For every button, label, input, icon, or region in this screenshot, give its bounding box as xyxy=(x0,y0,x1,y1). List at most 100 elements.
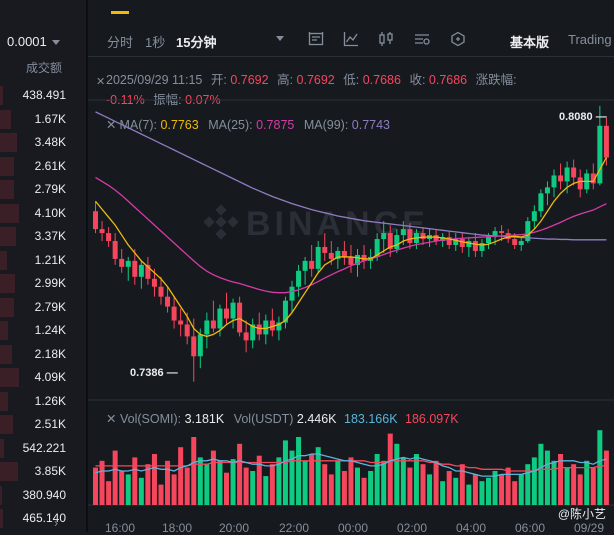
order-book-row[interactable]: 2.79K xyxy=(0,296,86,319)
candle-body xyxy=(322,246,328,253)
time-tick-label: 18:00 xyxy=(162,521,193,535)
candle-body xyxy=(597,125,603,184)
volume-bar xyxy=(538,443,544,505)
depth-precision-select[interactable]: 0.0001 xyxy=(7,34,60,49)
candle-body xyxy=(210,320,216,329)
order-book-row[interactable]: 2.51K xyxy=(0,413,86,436)
order-book-row[interactable]: 2.61K xyxy=(0,155,86,178)
volume-bar xyxy=(525,464,531,505)
candle-body xyxy=(571,167,577,178)
indicator-icon[interactable] xyxy=(308,31,324,47)
candle-body xyxy=(446,237,452,245)
volume-bar xyxy=(289,450,295,505)
volume-bar xyxy=(151,454,157,505)
chart-toolbar: 分时 1秒 15分钟 基本版 Trading xyxy=(88,24,614,54)
volume-column-header: 成交额 xyxy=(26,61,63,75)
volume-bar xyxy=(106,481,112,505)
candle-body xyxy=(125,260,131,267)
order-book-row[interactable]: 1.67K xyxy=(0,108,86,131)
volume-bar xyxy=(584,460,590,505)
volume-bar xyxy=(394,443,400,505)
candle-body xyxy=(512,239,518,245)
order-book-row[interactable]: 438.491 xyxy=(0,84,86,107)
volume-bar xyxy=(453,477,459,505)
view-tradingview[interactable]: Trading xyxy=(568,32,612,47)
depth-bar xyxy=(0,509,3,528)
volume-bar xyxy=(178,447,184,505)
depth-bar xyxy=(0,86,3,105)
candle-body xyxy=(112,241,118,259)
volume-bar xyxy=(603,450,609,505)
order-book-row[interactable]: 4.09K xyxy=(0,366,86,389)
binance-logo-icon xyxy=(203,204,239,240)
line-chart-icon[interactable] xyxy=(343,31,359,47)
candle-body xyxy=(191,336,197,357)
volume-bar xyxy=(558,454,564,505)
order-book-row[interactable]: 3.37K xyxy=(0,225,86,248)
volume-bar xyxy=(132,457,138,505)
view-basic[interactable]: 基本版 xyxy=(510,35,550,50)
order-book-row[interactable]: 1.26K xyxy=(0,390,86,413)
time-tick-label: 20:00 xyxy=(219,521,250,535)
volume-bar xyxy=(171,474,177,505)
candle-body xyxy=(525,221,531,242)
candle-body xyxy=(531,211,537,222)
volume-bar xyxy=(243,467,249,505)
low-label: 低: xyxy=(343,73,360,87)
low-value: 0.7686 xyxy=(362,73,401,87)
order-book-row[interactable]: 3.85K xyxy=(0,460,86,483)
order-book-volume: 2.61K xyxy=(34,158,66,173)
order-book-row[interactable]: 380.940 xyxy=(0,484,86,507)
volume-bar xyxy=(420,464,426,505)
tools-icon[interactable] xyxy=(450,31,466,47)
volume-bar xyxy=(413,454,419,505)
interval-timeline[interactable]: 分时 xyxy=(107,35,134,50)
order-book-row[interactable]: 1.21K xyxy=(0,249,86,272)
volume-bar xyxy=(158,484,164,505)
depth-bar xyxy=(0,156,14,176)
order-book-row[interactable]: 3.48K xyxy=(0,131,86,154)
volume-bar xyxy=(518,474,524,505)
chevron-right-icon[interactable]: › xyxy=(54,516,58,530)
collapse-icon[interactable]: ✕ xyxy=(96,76,106,88)
volume-bar xyxy=(204,464,210,505)
change-label: 涨跌幅: xyxy=(475,73,517,87)
close-label: 收: xyxy=(409,73,426,87)
volume-bar xyxy=(479,481,485,505)
candle-body xyxy=(289,286,295,301)
ma7-line xyxy=(94,157,607,338)
interval-15m[interactable]: 15分钟 xyxy=(176,35,217,50)
order-book-row[interactable]: 1.24K xyxy=(0,319,86,342)
volume-bar xyxy=(328,474,334,505)
collapse-icon[interactable]: ✕ xyxy=(106,412,117,426)
candle-body xyxy=(256,324,262,335)
order-book-volume: 2.79K xyxy=(34,299,66,314)
volume-bar xyxy=(577,474,583,505)
candle-body xyxy=(93,211,98,230)
collapse-icon[interactable]: ✕ xyxy=(106,118,117,132)
volume-bar xyxy=(269,464,275,505)
order-book-row[interactable]: 4.10K xyxy=(0,202,86,225)
depth-bar xyxy=(0,203,19,223)
volume-bar xyxy=(466,484,472,505)
settings-icon[interactable] xyxy=(414,31,430,47)
candlestick-chart[interactable] xyxy=(88,0,614,532)
time-tick-label: 00:00 xyxy=(338,521,369,535)
candle-body xyxy=(420,233,426,240)
order-book-row[interactable]: 2.79K xyxy=(0,178,86,201)
order-book-row[interactable]: 542.221 xyxy=(0,437,86,460)
candle-body xyxy=(230,302,236,319)
depth-bar xyxy=(0,109,11,129)
candles-icon[interactable] xyxy=(378,31,394,47)
volume-bar xyxy=(446,471,452,505)
active-tab-indicator xyxy=(111,11,129,14)
interval-1s[interactable]: 1秒 xyxy=(145,35,166,50)
depth-bar xyxy=(0,227,16,246)
order-book-row[interactable]: 465.140 xyxy=(0,507,86,530)
volume-legend: ✕ Vol(SOMI): 3.181K Vol(USDT) 2.446K 183… xyxy=(106,411,459,426)
ma25-label: MA(25): xyxy=(208,118,253,132)
order-book-volume: 4.10K xyxy=(34,205,66,220)
order-book-row[interactable]: 2.18K xyxy=(0,343,86,366)
chevron-down-icon[interactable] xyxy=(275,35,291,51)
order-book-row[interactable]: 2.99K xyxy=(0,272,86,295)
